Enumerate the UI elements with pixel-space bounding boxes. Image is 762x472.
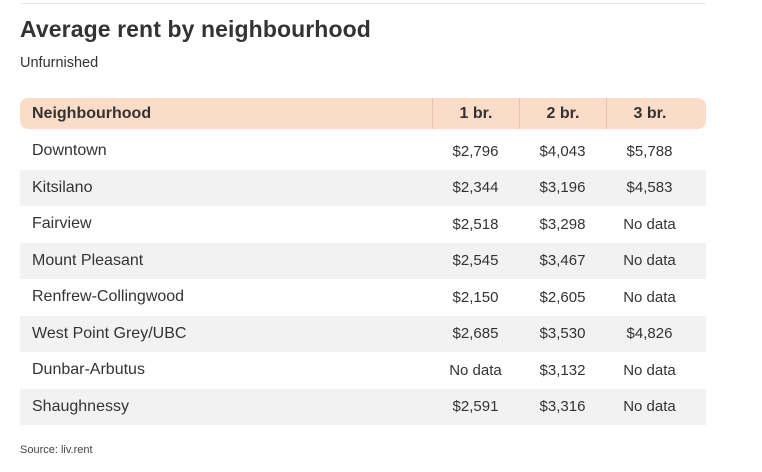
cell-2br: $4,043 xyxy=(539,142,586,160)
cell-neighbourhood: Downtown xyxy=(32,142,107,160)
cell-3br: No data xyxy=(623,398,676,416)
cell-1br: $2,150 xyxy=(452,288,499,306)
rent-table: Neighbourhood 1 br. 2 br. 3 br. Downtown… xyxy=(20,98,706,425)
chart-subtitle: Unfurnished xyxy=(20,55,99,71)
cell-neighbourhood: Kitsilano xyxy=(32,178,93,196)
table-row: Kitsilano $2,344 $3,196 $4,583 xyxy=(20,169,706,206)
cell-1br: $2,796 xyxy=(452,142,499,160)
cell-1br: $2,545 xyxy=(452,252,499,270)
table-row: Mount Pleasant $2,545 $3,467 No data xyxy=(20,242,706,279)
column-header-neighbourhood: Neighbourhood xyxy=(32,104,152,122)
cell-neighbourhood: Shaughnessy xyxy=(32,397,129,415)
cell-2br: $3,467 xyxy=(539,252,586,270)
chart-title: Average rent by neighbourhood xyxy=(20,16,371,42)
table-row: Renfrew-Collingwood $2,150 $2,605 No data xyxy=(20,279,706,316)
cell-1br: $2,518 xyxy=(452,215,499,233)
cell-neighbourhood: West Point Grey/UBC xyxy=(32,324,187,342)
cell-3br: No data xyxy=(623,252,676,270)
cell-2br: $3,316 xyxy=(539,398,586,416)
cell-1br: $2,591 xyxy=(452,398,499,416)
cell-neighbourhood: Mount Pleasant xyxy=(32,251,144,269)
table-row: Downtown $2,796 $4,043 $5,788 xyxy=(20,133,706,170)
source-note: Source: liv.rent xyxy=(20,444,93,456)
cell-1br: No data xyxy=(449,361,502,379)
cell-1br: $2,685 xyxy=(452,325,499,343)
table-row: Shaughnessy $2,591 $3,316 No data xyxy=(20,388,706,425)
cell-2br: $3,132 xyxy=(539,361,586,379)
table-body: Downtown $2,796 $4,043 $5,788 Kitsilano $2,34… xyxy=(20,133,706,425)
cell-neighbourhood: Fairview xyxy=(32,215,92,233)
top-divider xyxy=(20,3,706,4)
cell-2br: $3,196 xyxy=(539,179,586,197)
cell-3br: No data xyxy=(623,215,676,233)
table-row: Dunbar-Arbutus No data $3,132 No data xyxy=(20,352,706,389)
cell-3br: No data xyxy=(623,361,676,379)
table-header-row: Neighbourhood 1 br. 2 br. 3 br. xyxy=(20,98,706,129)
column-header-1br: 1 br. xyxy=(432,98,519,129)
cell-2br: $3,298 xyxy=(539,215,586,233)
cell-2br: $3,530 xyxy=(539,325,586,343)
cell-3br: No data xyxy=(623,288,676,306)
cell-2br: $2,605 xyxy=(539,288,586,306)
cell-3br: $4,826 xyxy=(626,325,673,343)
cell-neighbourhood: Dunbar-Arbutus xyxy=(32,361,145,379)
cell-1br: $2,344 xyxy=(452,179,499,197)
table-row: Fairview $2,518 $3,298 No data xyxy=(20,206,706,243)
table-row: West Point Grey/UBC $2,685 $3,530 $4,826 xyxy=(20,315,706,352)
column-header-2br: 2 br. xyxy=(519,98,606,129)
column-header-3br: 3 br. xyxy=(606,98,693,129)
cell-3br: $4,583 xyxy=(626,179,673,197)
cell-3br: $5,788 xyxy=(626,142,673,160)
cell-neighbourhood: Renfrew-Collingwood xyxy=(32,288,185,306)
